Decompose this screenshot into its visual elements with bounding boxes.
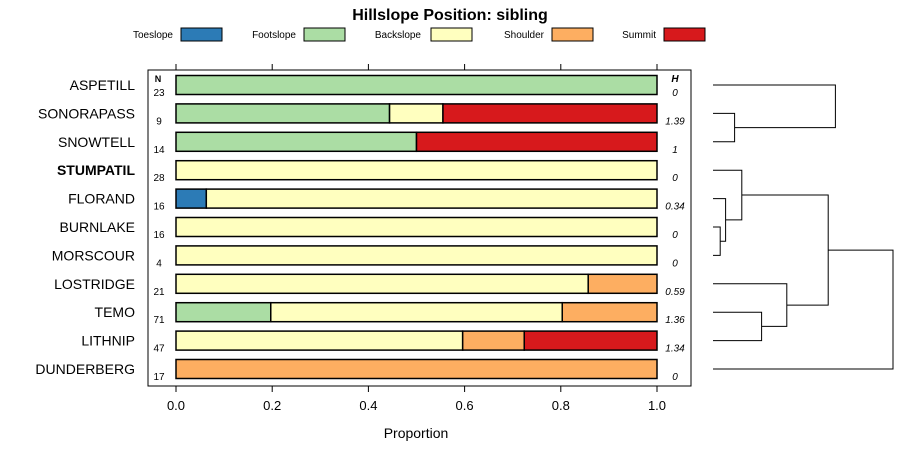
dendro-link bbox=[713, 311, 763, 342]
n-value: 4 bbox=[156, 258, 162, 269]
legend: Toeslope Footslope Backslope Shoulder Summit bbox=[133, 27, 706, 42]
category-label: DUNDERBERG bbox=[35, 361, 135, 377]
bar-segment-backslope bbox=[270, 301, 563, 323]
bar-segment-footslope bbox=[175, 301, 272, 323]
x-tick-label: 0.0 bbox=[167, 398, 185, 413]
bar-segment-footslope bbox=[175, 103, 391, 124]
category-label: TEMO bbox=[95, 304, 136, 320]
h-value: 0 bbox=[672, 258, 678, 269]
h-value: 0 bbox=[672, 230, 678, 241]
legend-swatch-toeslope bbox=[180, 27, 223, 42]
dendro-link bbox=[713, 112, 736, 143]
bar-segment-footslope bbox=[175, 74, 658, 96]
bar-segment-summit bbox=[415, 131, 658, 153]
n-value: 21 bbox=[153, 287, 165, 298]
category-label: SONORAPASS bbox=[38, 105, 135, 121]
n-value: 47 bbox=[153, 344, 165, 355]
bar-segment-backslope bbox=[175, 273, 589, 295]
dendro-link bbox=[713, 169, 743, 221]
legend-swatch-backslope bbox=[430, 27, 473, 42]
category-label: SNOWTELL bbox=[58, 134, 135, 150]
category-label: MORSCOUR bbox=[52, 247, 135, 263]
bar-segment-shoulder bbox=[561, 301, 658, 323]
dendro-link bbox=[713, 226, 721, 256]
chart-title: Hillslope Position: sibling bbox=[352, 7, 548, 24]
x-tick-label: 0.6 bbox=[456, 398, 474, 413]
category-label: LOSTRIDGE bbox=[54, 276, 135, 292]
legend-label-backslope: Backslope bbox=[375, 30, 422, 41]
bar-segment-toeslope bbox=[175, 188, 208, 209]
n-value: 71 bbox=[153, 315, 165, 326]
dendro-link bbox=[713, 84, 836, 129]
category-label: ASPETILL bbox=[70, 77, 136, 93]
bar-segment-footslope bbox=[175, 131, 418, 153]
category-label: LITHNIP bbox=[81, 333, 135, 349]
n-header: N bbox=[155, 74, 162, 84]
h-value: 1.39 bbox=[665, 116, 685, 127]
legend-label-shoulder: Shoulder bbox=[504, 30, 545, 41]
h-value: 0 bbox=[672, 372, 678, 383]
n-value: 14 bbox=[153, 145, 165, 156]
dendro-link bbox=[713, 283, 788, 327]
category-label: STUMPATIL bbox=[57, 162, 135, 178]
bar-segment-backslope bbox=[175, 245, 658, 266]
rows: ASPETILL 23 0 SONORAPASS 9 1.39 SNOWTELL 14 1 STU… bbox=[35, 74, 685, 383]
x-tick-label: 0.2 bbox=[263, 398, 281, 413]
x-tick-label: 0.8 bbox=[552, 398, 570, 413]
n-value: 28 bbox=[153, 173, 165, 184]
legend-swatch-shoulder bbox=[551, 27, 594, 42]
bar-segment-summit bbox=[523, 330, 658, 351]
bar-segment-shoulder bbox=[587, 273, 658, 295]
x-tick-label: 0.4 bbox=[359, 398, 377, 413]
legend-label-summit: Summit bbox=[622, 30, 656, 41]
bar-segment-backslope bbox=[175, 330, 464, 351]
n-value: 23 bbox=[153, 88, 165, 99]
plot-frame bbox=[147, 69, 692, 387]
dendro-link bbox=[713, 198, 727, 242]
h-value: 1.34 bbox=[665, 344, 685, 355]
legend-label-toeslope: Toeslope bbox=[133, 30, 173, 41]
legend-swatch-summit bbox=[663, 27, 706, 42]
h-value: 0.34 bbox=[665, 202, 685, 213]
n-value: 17 bbox=[153, 372, 165, 383]
x-axis: 0.0 0.2 0.4 0.6 0.8 1.0 bbox=[167, 64, 666, 413]
bar-segment-backslope bbox=[205, 188, 658, 209]
n-value: 16 bbox=[153, 230, 165, 241]
bar-segment-backslope bbox=[175, 159, 658, 181]
dendro-link bbox=[741, 194, 829, 306]
h-header: H bbox=[671, 74, 679, 85]
bar-segment-summit bbox=[442, 103, 658, 124]
category-label: FLORAND bbox=[68, 191, 135, 207]
dendrogram bbox=[713, 84, 894, 370]
n-value: 9 bbox=[156, 116, 162, 127]
bar-segment-backslope bbox=[388, 103, 444, 124]
x-tick-label: 1.0 bbox=[648, 398, 666, 413]
bar-segment-backslope bbox=[175, 216, 658, 238]
legend-label-footslope: Footslope bbox=[252, 30, 296, 41]
h-value: 1 bbox=[672, 145, 678, 156]
bar-segment-shoulder bbox=[461, 330, 525, 351]
legend-swatch-footslope bbox=[303, 27, 346, 42]
x-axis-label: Proportion bbox=[384, 425, 449, 441]
bar-segment-shoulder bbox=[175, 358, 658, 380]
h-value: 0.59 bbox=[665, 287, 685, 298]
dendro-link bbox=[713, 249, 894, 370]
h-value: 0 bbox=[672, 88, 678, 99]
h-value: 0 bbox=[672, 173, 678, 184]
h-value: 1.36 bbox=[665, 315, 685, 326]
category-label: BURNLAKE bbox=[60, 219, 135, 235]
n-value: 16 bbox=[153, 202, 165, 213]
